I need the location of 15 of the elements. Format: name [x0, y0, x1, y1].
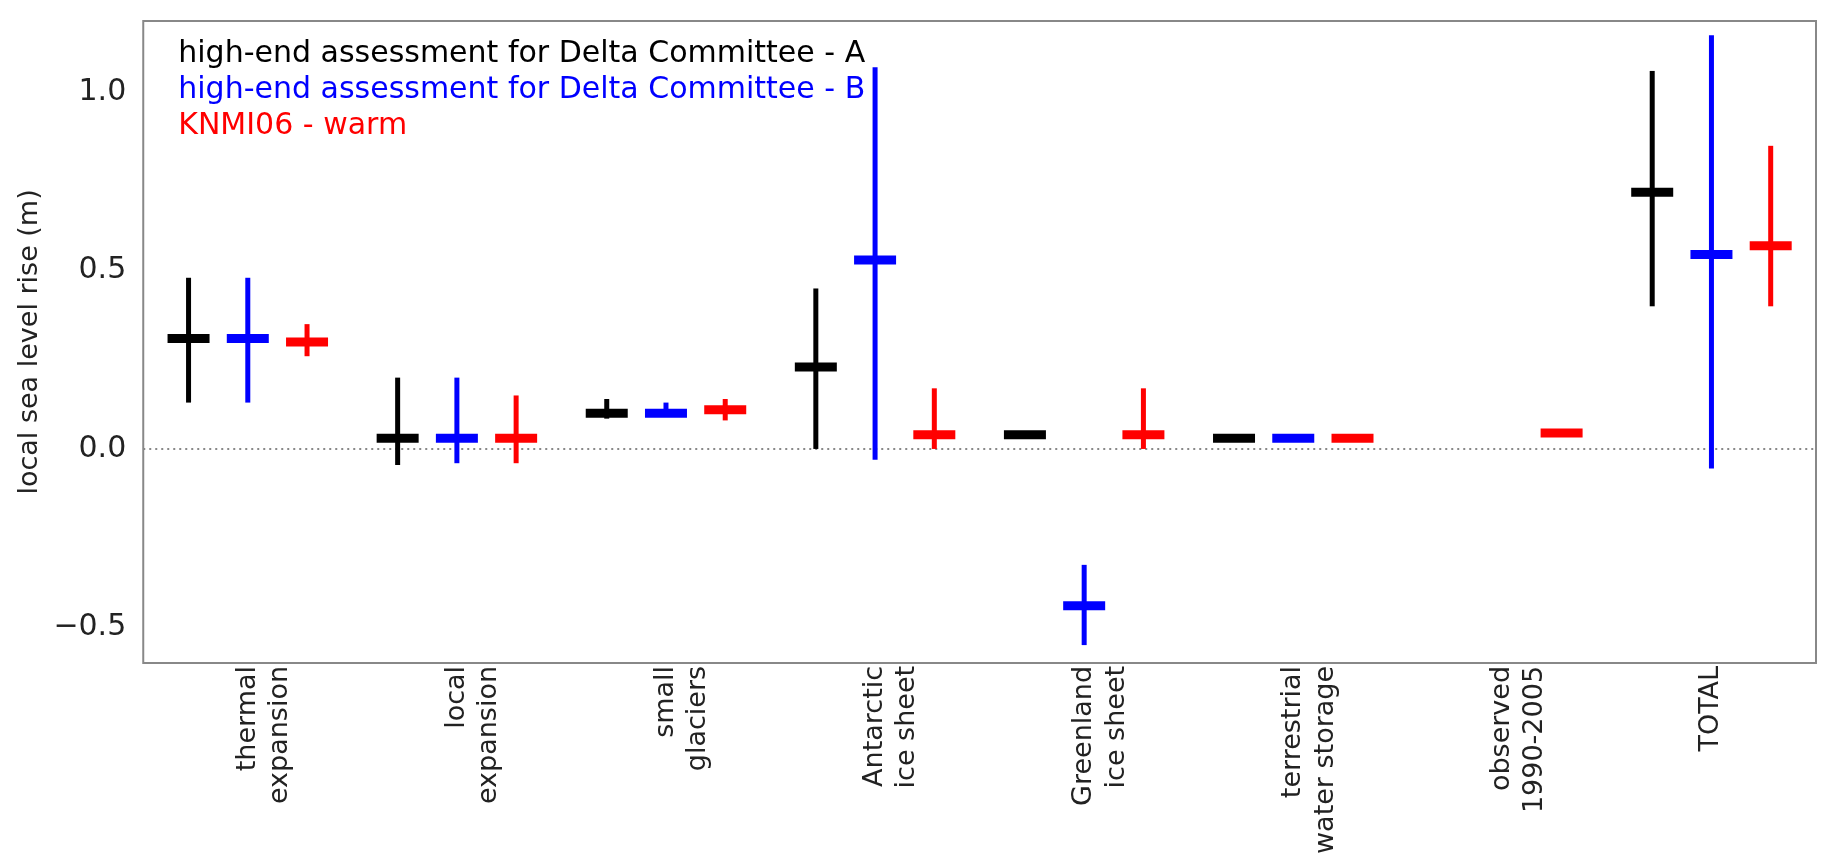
x-tick-label: Antarctic ice sheet [857, 665, 921, 789]
y-axis-title: local sea level rise (m) [12, 189, 44, 495]
text: high-end assessment for Delta Committee - A [178, 33, 866, 69]
y-tick-label: 0.0 [78, 428, 127, 464]
x-tick-label: TOTAL [1693, 665, 1725, 753]
y-tick-label: −0.5 [53, 607, 127, 643]
y-tick-label: 0.5 [78, 250, 127, 286]
y-tick-label: 1.0 [78, 72, 127, 108]
text: high-end assessment for Delta Committee - B [178, 69, 866, 105]
x-tick-label: small glaciers [648, 665, 712, 772]
x-tick-label: local expansion [438, 665, 503, 805]
x-tick-label: observed 1990-2005 [1484, 665, 1548, 814]
x-tick-label: thermal expansion [229, 665, 294, 805]
x-tick-label: Greenland ice sheet [1066, 665, 1130, 806]
text: KNMI06 - warm [178, 105, 408, 141]
